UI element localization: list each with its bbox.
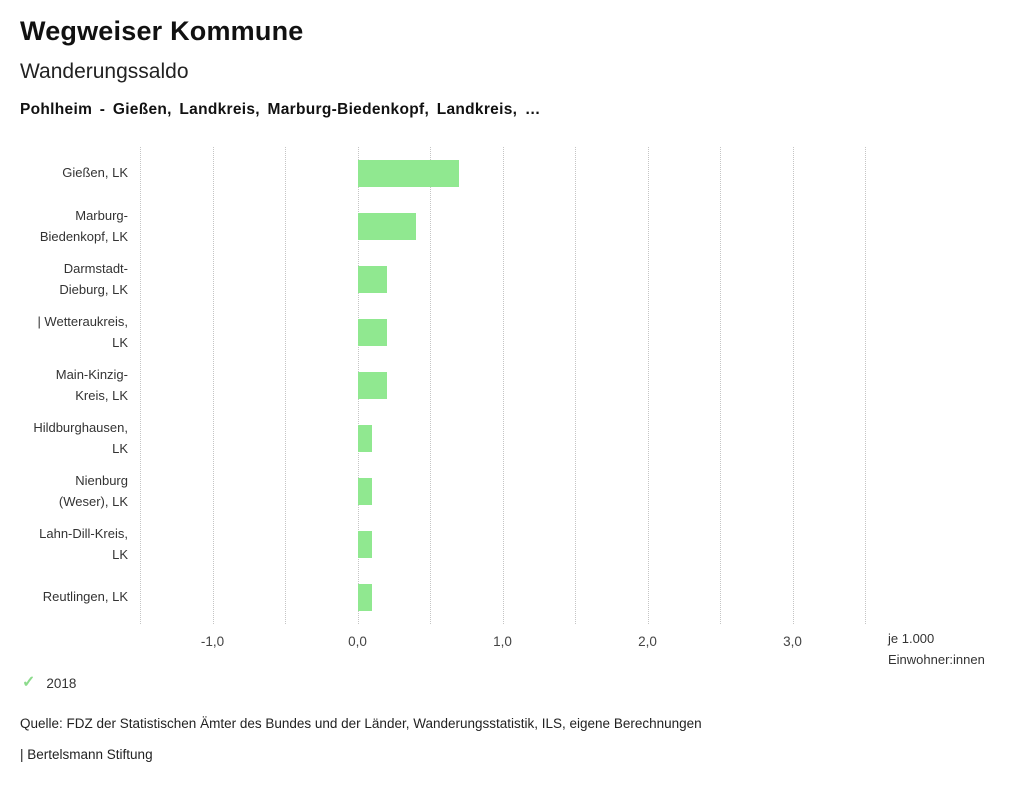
- gridline: [865, 147, 866, 624]
- bar-row: [140, 306, 865, 359]
- bar-row: [140, 200, 865, 253]
- x-tick-label: -1,0: [200, 634, 225, 649]
- label-row: Gießen, LK: [0, 147, 140, 200]
- bar: [357, 266, 387, 293]
- category-label: Lahn-Dill-Kreis, LK: [39, 525, 128, 562]
- bar: [357, 160, 459, 187]
- chart-title: Wanderungssaldo: [20, 60, 189, 83]
- gridline: [647, 147, 649, 624]
- category-label: Main-Kinzig-Kreis, LK: [55, 366, 128, 403]
- plot-area: [140, 147, 866, 624]
- bar: [357, 531, 372, 558]
- chart-body: Gießen, LK Marburg-Biedenkopf, LK Darmstad…: [0, 147, 1024, 624]
- label-row: Marburg-Biedenkopf, LK: [0, 200, 140, 253]
- legend-item-2018[interactable]: ✓ 2018: [22, 675, 76, 691]
- bar-row: [140, 412, 865, 465]
- chart-description: Pohlheim - Gießen, Landkreis, Marburg-Bi…: [20, 101, 541, 118]
- bar: [357, 584, 372, 611]
- category-label: Hildburghausen, LK: [33, 419, 128, 456]
- bar-row: [140, 359, 865, 412]
- bar: [357, 372, 387, 399]
- x-tick-label: 1,0: [493, 634, 512, 649]
- label-row: Hildburghausen, LK: [0, 412, 140, 465]
- gridline: [792, 147, 794, 624]
- x-tick-label: 3,0: [783, 634, 802, 649]
- gridline: [140, 147, 141, 624]
- label-row: Reutlingen, LK: [0, 571, 140, 624]
- category-label: Marburg-Biedenkopf, LK: [39, 207, 128, 244]
- label-row: Nienburg (Weser), LK: [0, 465, 140, 518]
- bar-row: [140, 147, 865, 200]
- bar: [357, 213, 416, 240]
- app-title: Wegweiser Kommune: [20, 16, 304, 46]
- axis-unit-label: je 1.000 Einwohner:innen: [888, 631, 985, 668]
- bar-rows: [140, 147, 865, 624]
- category-label: Reutlingen, LK: [42, 589, 128, 605]
- x-tick-label: 2,0: [638, 634, 657, 649]
- check-icon: ✓: [22, 674, 36, 691]
- branding-text: | Bertelsmann Stiftung: [20, 747, 153, 762]
- gridline: [285, 147, 286, 624]
- bar-row: [140, 465, 865, 518]
- label-row: Darmstadt-Dieburg, LK: [0, 253, 140, 306]
- gridline: [502, 147, 504, 624]
- bar: [357, 478, 372, 505]
- source-text: Quelle: FDZ der Statistischen Ämter des …: [20, 716, 702, 731]
- bar-row: [140, 253, 865, 306]
- category-label: Nienburg (Weser), LK: [58, 472, 128, 509]
- header: Wegweiser Kommune Wanderungssaldo Pohlhe…: [0, 0, 1024, 119]
- category-label: Gießen, LK: [62, 165, 128, 181]
- label-row: Main-Kinzig-Kreis, LK: [0, 359, 140, 412]
- bar-row: [140, 571, 865, 624]
- label-row: Lahn-Dill-Kreis, LK: [0, 518, 140, 571]
- bar-row: [140, 518, 865, 571]
- legend: ✓ 2018: [22, 674, 1024, 692]
- x-axis: -1,0 0,0 1,0 2,0 3,0: [140, 624, 865, 660]
- gridline: [575, 147, 576, 624]
- x-tick-label: 0,0: [348, 634, 367, 649]
- legend-label: 2018: [46, 675, 77, 691]
- bar: [357, 425, 372, 452]
- category-label: | Wetteraukreis, LK: [37, 313, 128, 350]
- gridline: [212, 147, 214, 624]
- bar: [357, 319, 387, 346]
- category-labels: Gießen, LK Marburg-Biedenkopf, LK Darmstad…: [0, 147, 140, 624]
- gridline: [430, 147, 431, 624]
- category-label: Darmstadt-Dieburg, LK: [59, 260, 128, 297]
- gridline: [720, 147, 721, 624]
- label-row: | Wetteraukreis, LK: [0, 306, 140, 359]
- bar-chart: Gießen, LK Marburg-Biedenkopf, LK Darmstad…: [0, 147, 1024, 660]
